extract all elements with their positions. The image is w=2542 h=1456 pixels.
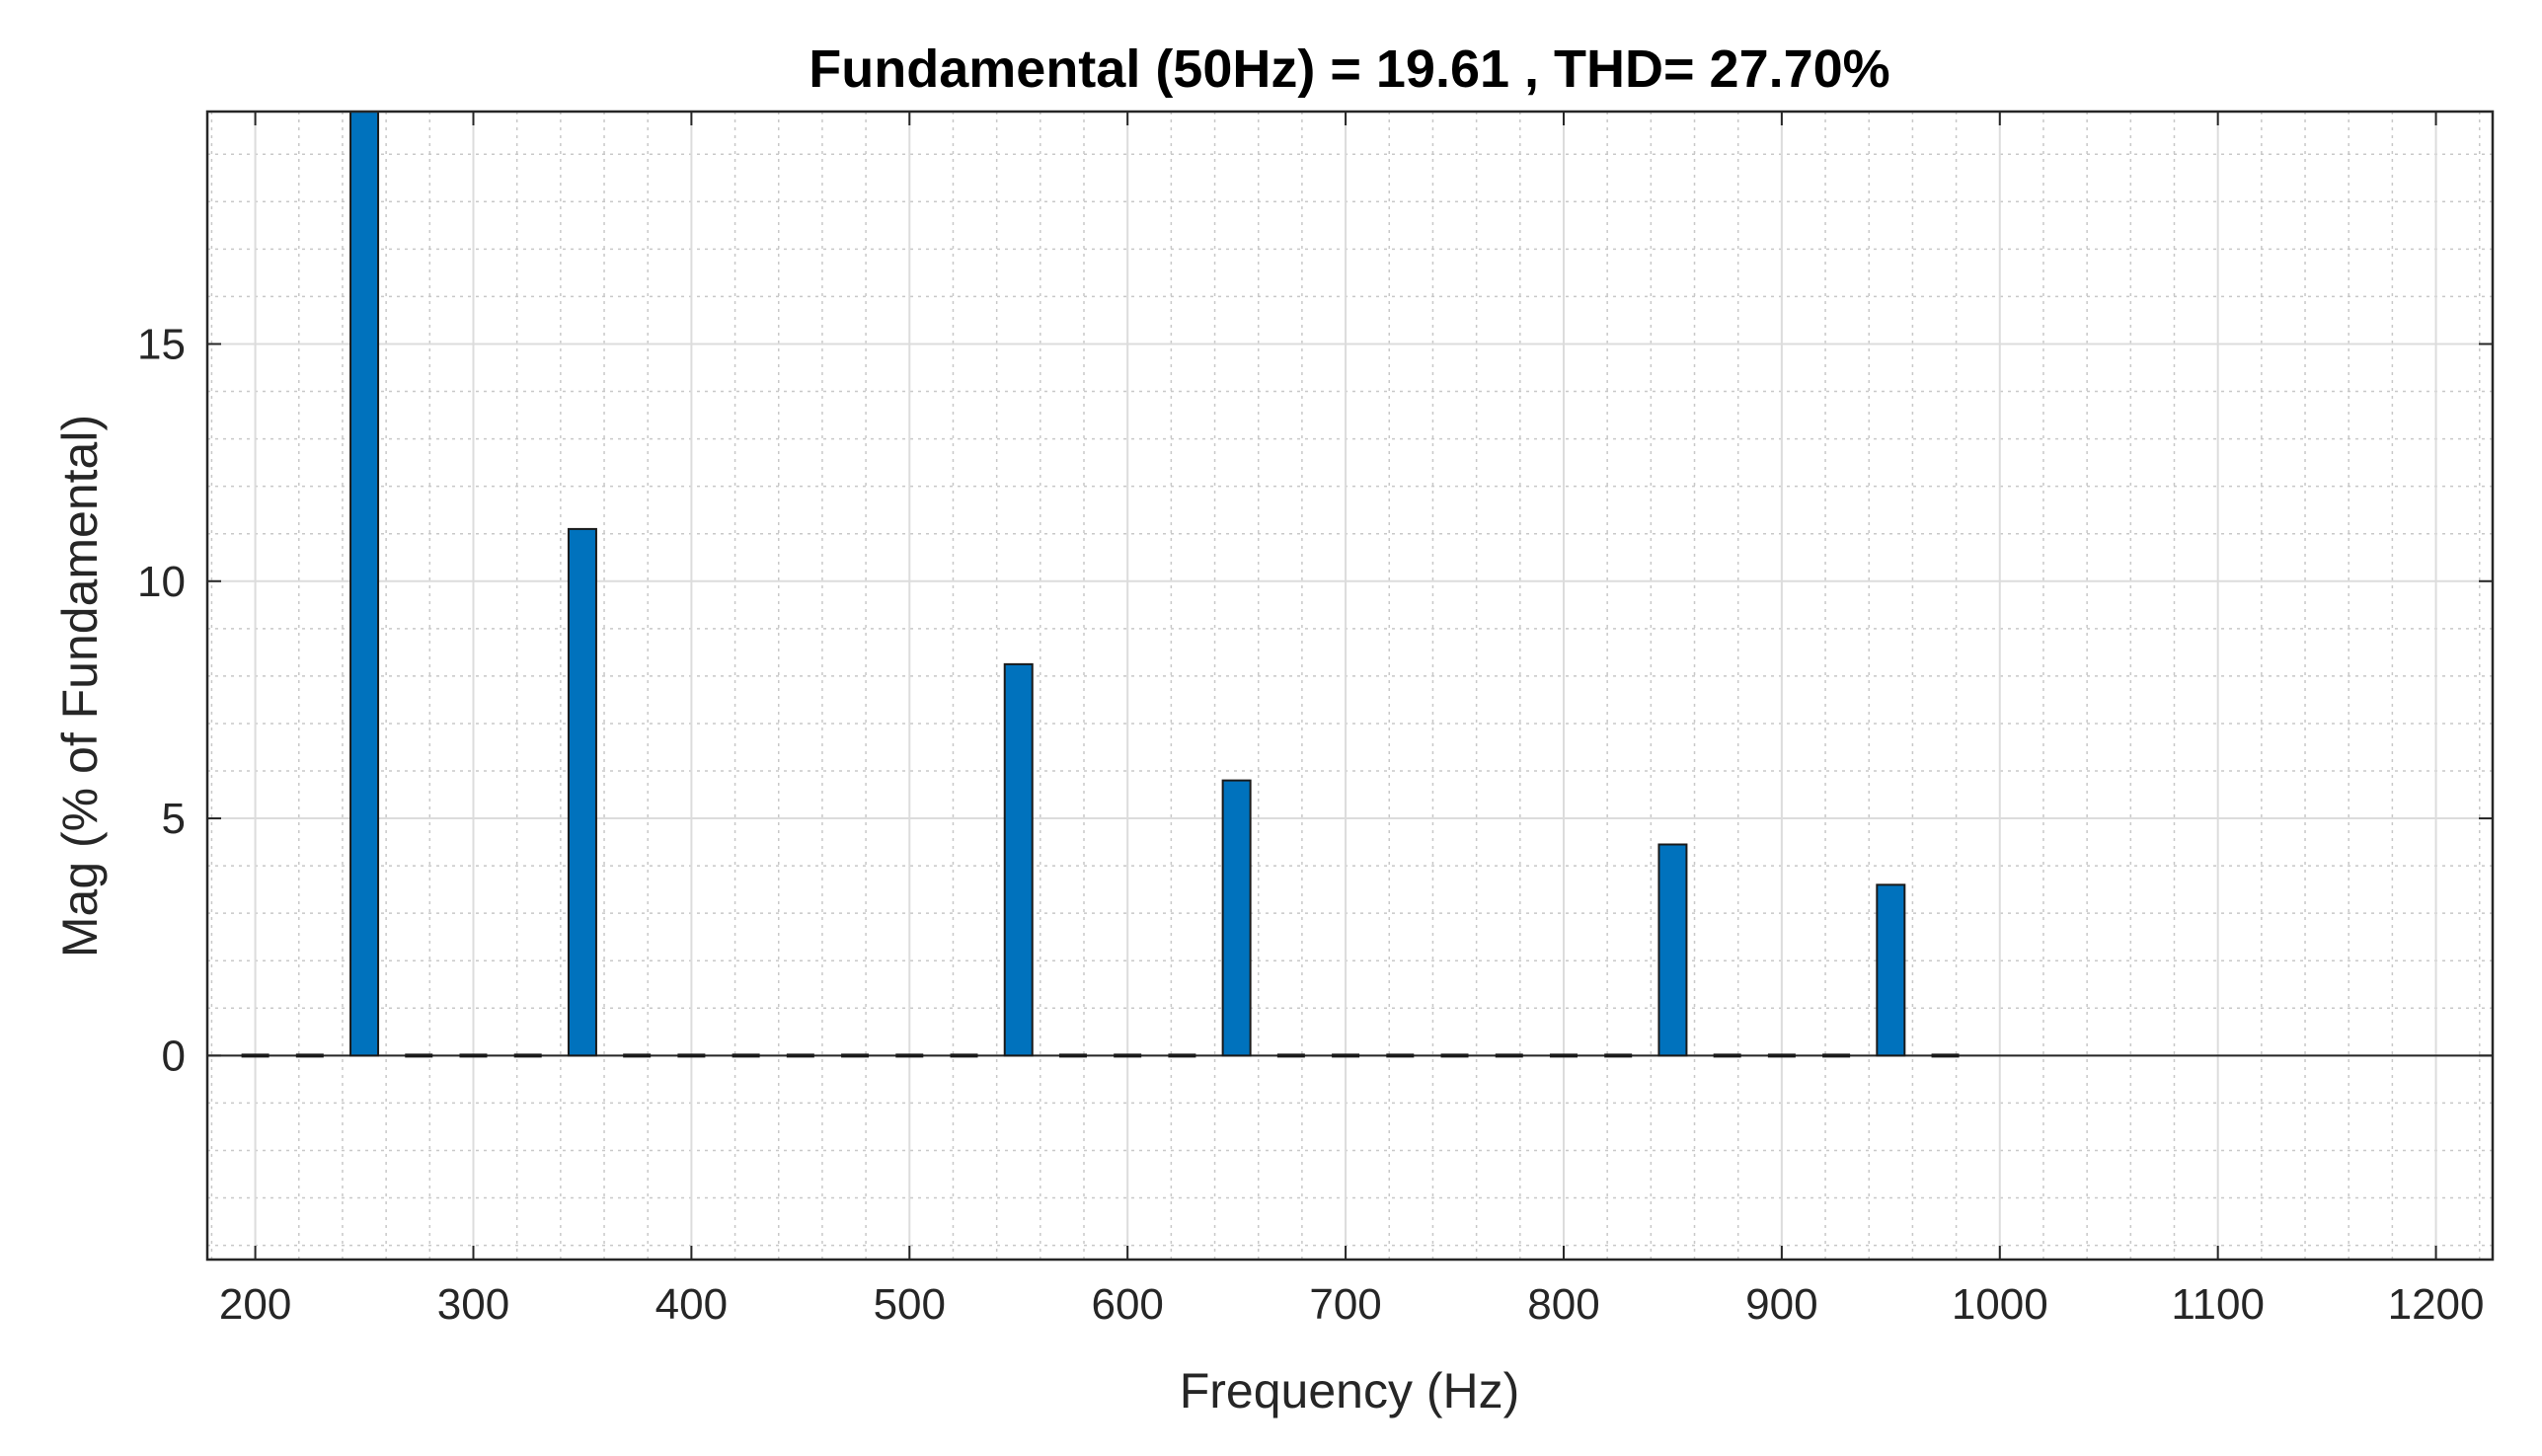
x-tick-label: 1100 xyxy=(2171,1280,2265,1329)
x-tick-label: 900 xyxy=(1745,1280,1817,1329)
x-tick-label: 200 xyxy=(219,1280,291,1329)
bar xyxy=(1003,662,1034,1057)
plot-frame xyxy=(205,110,2495,1262)
x-tick-label: 700 xyxy=(1309,1280,1381,1329)
x-tick-label: 800 xyxy=(1527,1280,1599,1329)
bar xyxy=(567,527,597,1057)
x-tick-label: 1000 xyxy=(1952,1280,2048,1329)
bar xyxy=(1657,843,1688,1057)
plot-background xyxy=(207,112,2493,1260)
chart-title: Fundamental (50Hz) = 19.61 , THD= 27.70% xyxy=(809,39,1889,99)
x-tick-label: 1200 xyxy=(2388,1280,2485,1329)
y-tick-labels: 0 5 10 15 xyxy=(137,320,186,1080)
minor-grid xyxy=(207,112,2493,1260)
y-tick-label: 0 xyxy=(162,1032,186,1080)
y-axis-label: Mag (% of Fundamental) xyxy=(52,415,108,958)
x-tick-label: 300 xyxy=(437,1280,509,1329)
x-tick-label: 400 xyxy=(655,1280,728,1329)
bar xyxy=(1221,779,1252,1057)
tick-marks xyxy=(207,112,2493,1260)
x-axis-label: Frequency (Hz) xyxy=(1180,1363,1520,1418)
y-tick-label: 5 xyxy=(162,795,186,843)
x-tick-label: 500 xyxy=(874,1280,946,1329)
x-tick-label: 600 xyxy=(1091,1280,1163,1329)
x-tick-labels: 200 300 400 500 600 700 800 900 1000 1100 1200 xyxy=(219,1280,2485,1329)
bar xyxy=(349,111,380,1057)
y-tick-label: 15 xyxy=(137,320,186,368)
bar xyxy=(1876,883,1906,1057)
y-tick-label: 10 xyxy=(137,558,186,606)
bars-layer xyxy=(241,111,1960,1058)
